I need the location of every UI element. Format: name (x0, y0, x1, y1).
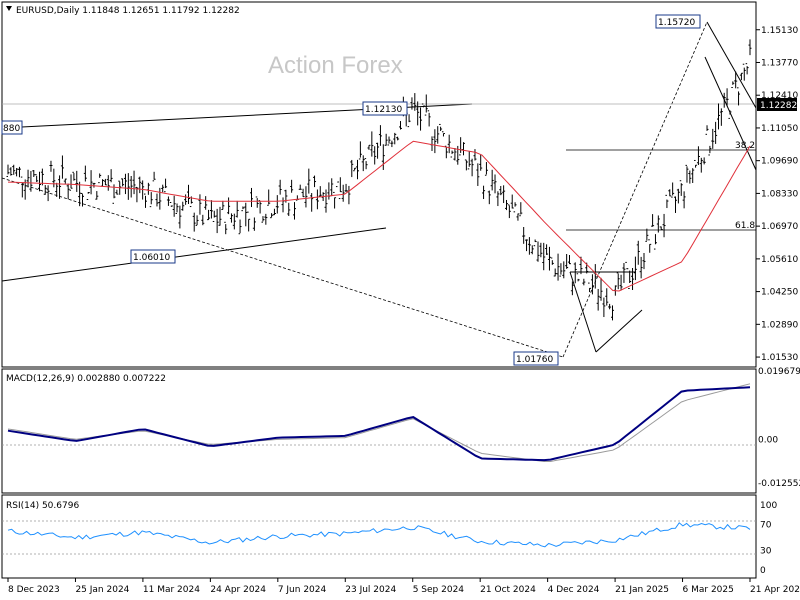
x-tick-label: 25 Jan 2024 (75, 585, 129, 595)
x-tick-label: 21 Oct 2024 (480, 585, 536, 595)
collapse-triangle-icon[interactable] (6, 6, 12, 11)
rsi-panel-frame (1, 494, 757, 579)
macd-y-tick-label: 0.019679 (758, 367, 800, 377)
jul-high-label: 1.12130 (365, 105, 402, 115)
x-tick-label: 24 Apr 2024 (210, 585, 266, 595)
main-y-tick-label: 1.02890 (761, 320, 798, 330)
low-label-box (513, 351, 559, 366)
left-high-label: 880 (3, 124, 20, 134)
main-y-tick-label: 1.04250 (761, 288, 798, 298)
lower-trendline[interactable] (1, 227, 387, 282)
current-price-box (757, 98, 797, 111)
macd-y-tick-label: -0.012552 (758, 479, 800, 489)
macd-header: MACD(12,26,9) 0.002880 0.007222 (6, 374, 166, 384)
x-tick-label: 4 Dec 2024 (548, 585, 600, 595)
macd-y-axis: 0.019679 0.00 -0.012552 (758, 367, 800, 489)
main-header-group: EURUSD,Daily 1.11848 1.12651 1.11792 1.1… (6, 6, 240, 16)
rsi-y-tick-label: 0 (760, 566, 766, 576)
rsi-header: RSI(14) 50.6796 (6, 501, 79, 511)
rsi-line (7, 522, 751, 548)
macd-panel-frame (1, 368, 757, 494)
low-label: 1.01760 (516, 355, 553, 365)
x-tick-label: 23 Jul 2024 (345, 585, 396, 595)
x-tick-label: 21 Apr 2025 (750, 585, 800, 595)
fib-61-label: 61.8 (735, 221, 755, 231)
main-y-tick-label: 1.11050 (761, 124, 798, 134)
main-y-tick-label: 1.06970 (761, 222, 798, 232)
left-high-label-box (1, 120, 23, 135)
channel-upper[interactable] (706, 21, 757, 109)
x-tick-label: 21 Jan 2025 (615, 585, 669, 595)
x-tick-label: 7 Jun 2024 (278, 585, 327, 595)
macd-line (7, 386, 751, 462)
price-bars (6, 39, 752, 321)
main-y-tick-label: 1.13770 (761, 58, 798, 68)
triangle-bottom[interactable] (595, 309, 643, 353)
mid-low-label: 1.06010 (133, 253, 170, 263)
macd-signal-line (7, 383, 751, 462)
channel-lower[interactable] (704, 56, 757, 171)
moving-average-line (7, 140, 751, 292)
main-y-tick-label: 1.09690 (761, 157, 798, 167)
jul-high-label-box (362, 101, 408, 116)
current-price-label: 1.12282 (760, 101, 797, 111)
main-y-tick-label: 1.15130 (761, 26, 798, 36)
main-y-tick-label: 1.12410 (761, 91, 798, 101)
macd-y-tick-label: 0.00 (758, 435, 778, 445)
high-label-box (655, 14, 701, 29)
dashed-rally-line[interactable] (562, 21, 708, 358)
rsi-y-axis: 100 70 30 0 (760, 501, 777, 576)
price-annotations: 1.15720 1.01760 1.12130 1.06010 880 38.2… (1, 14, 797, 366)
main-y-tick-label: 1.08330 (761, 189, 798, 199)
fib-38-label: 38.2 (735, 141, 755, 151)
x-tick-label: 6 Mar 2025 (683, 585, 734, 595)
triangle-left[interactable] (569, 271, 597, 353)
main-y-axis: 1.15130 1.13770 1.12410 1.11050 1.09690 1.083… (756, 26, 798, 363)
rsi-y-tick-label: 70 (760, 521, 772, 531)
watermark: Action Forex (268, 52, 403, 79)
high-label: 1.15720 (658, 18, 695, 28)
rsi-y-tick-label: 30 (760, 547, 772, 557)
x-tick-label: 11 Mar 2024 (143, 585, 200, 595)
dashed-decline-line[interactable] (1, 177, 564, 358)
main-y-tick-label: 1.05610 (761, 255, 798, 265)
x-tick-label: 5 Sep 2024 (413, 585, 465, 595)
x-tick-label: 8 Dec 2023 (8, 585, 60, 595)
main-panel-frame (1, 1, 757, 368)
mid-low-label-box (130, 249, 176, 264)
main-y-tick-label: 1.01530 (761, 353, 798, 363)
main-header: EURUSD,Daily 1.11848 1.12651 1.11792 1.1… (16, 6, 240, 16)
rsi-y-tick-label: 100 (760, 501, 777, 511)
x-axis: 8 Dec 2023 25 Jan 2024 11 Mar 2024 24 Apr 2… (7, 578, 800, 595)
